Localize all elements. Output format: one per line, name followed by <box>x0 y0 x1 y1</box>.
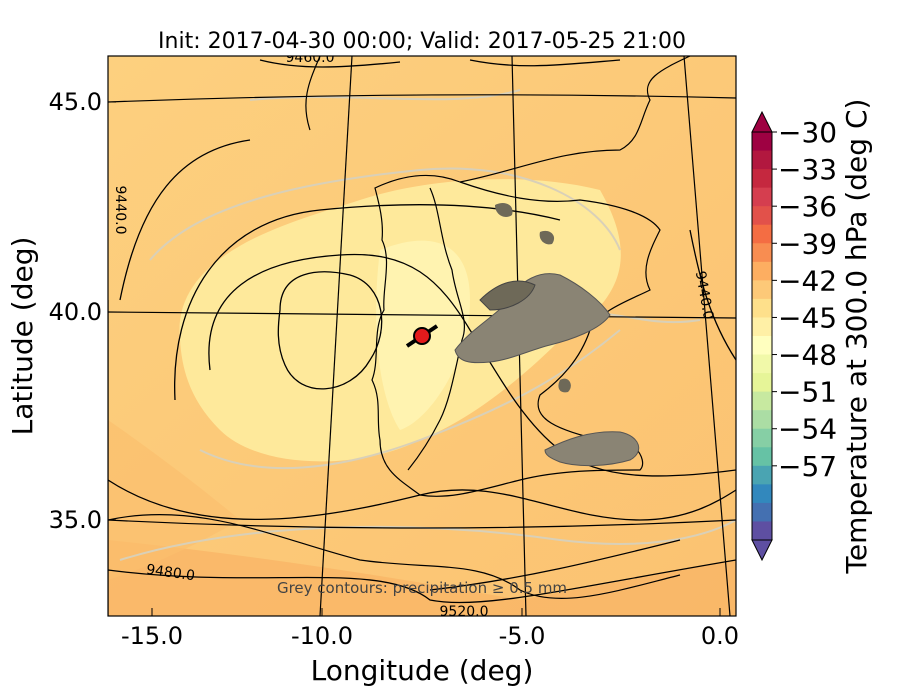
precip-patches <box>454 203 640 467</box>
colorbar-tick-label: −48 <box>778 339 837 372</box>
colorbar-extend-max <box>751 110 773 133</box>
lat-45 <box>108 94 736 103</box>
contour-labels: 9460.0 9480.0 9520.0 9440.0 9440.0 <box>112 50 716 620</box>
colorbar-tick-label: −42 <box>778 264 837 297</box>
contour-label: 9480.0 <box>145 562 196 585</box>
colorbar-segment <box>752 187 772 207</box>
colorbar-label: Temperature at 300.0 hPa (deg C) <box>840 99 873 575</box>
colorbar-tick-label: −57 <box>778 450 837 483</box>
colorbar-segment <box>752 169 772 189</box>
lon-0 <box>683 56 731 616</box>
colorbar-segment <box>752 206 772 226</box>
figure-title: Init: 2017-04-30 00:00; Valid: 2017-05-2… <box>158 29 686 54</box>
y-tick-label: 40.0 <box>49 298 102 326</box>
colorbar-segment <box>752 150 772 170</box>
colorbar-segment <box>752 280 772 300</box>
contour-label: 9520.0 <box>440 604 489 620</box>
y-axis-label: Latitude (deg) <box>6 237 39 436</box>
colorbar-segment <box>752 428 772 448</box>
portugal-border <box>407 187 466 471</box>
colorbar-segment <box>752 317 772 337</box>
colorbar-tick-label: −33 <box>778 153 837 186</box>
lon-10 <box>319 56 353 616</box>
warm-region-southwest <box>108 420 240 580</box>
colorbar-segment <box>752 224 772 244</box>
precip-annotation: Grey contours: precipitation ≥ 0.5 mm <box>277 579 567 597</box>
colorbar-tick-label: −30 <box>778 116 837 149</box>
colorbar-tick-label: −54 <box>778 413 837 446</box>
x-axis-label: Longitude (deg) <box>311 654 534 687</box>
africa-coast <box>108 513 681 599</box>
colorbar-segment <box>752 391 772 411</box>
colorbar-segment <box>752 261 772 281</box>
contour-label: 9440.0 <box>112 186 128 235</box>
map-area: 9460.0 9480.0 9520.0 9440.0 9440.0 Grey … <box>108 50 736 620</box>
colorbar-segment <box>752 447 772 467</box>
colorbar-segment <box>752 373 772 393</box>
x-tick-label: -10.0 <box>291 622 353 650</box>
y-tick-label: 35.0 <box>49 506 102 534</box>
x-tick-label: 0.0 <box>701 622 739 650</box>
colorbar-segment <box>752 243 772 263</box>
x-axis: -15.0 -10.0 -5.0 0.0 Longitude (deg) <box>121 608 739 687</box>
y-axis: 45.0 40.0 35.0 Latitude (deg) <box>6 88 116 534</box>
colorbar-segment <box>752 484 772 504</box>
colorbar-segment <box>752 354 772 374</box>
colorbar-segment <box>752 132 772 152</box>
colorbar-tick-label: −36 <box>778 190 837 223</box>
colorbar-tick-label: −45 <box>778 301 837 334</box>
y-tick-label: 45.0 <box>49 88 102 116</box>
map-frame <box>107 55 737 617</box>
colorbar-segment <box>752 336 772 356</box>
x-tick-label: -15.0 <box>121 622 183 650</box>
lat-40 <box>108 311 736 319</box>
colorbar-segment <box>752 298 772 318</box>
x-tick-label: -5.0 <box>499 622 546 650</box>
colorbar-extend-min <box>751 539 773 562</box>
colorbar-segment <box>752 465 772 485</box>
graticule <box>108 56 736 616</box>
temperature-isolines <box>119 89 736 561</box>
colorbar-segment <box>752 521 772 541</box>
colorbar-segment <box>752 502 772 522</box>
colorbar: −30 −33 −36 −39 −42 −45 −48 −51 −54 −57 <box>751 110 837 562</box>
contour-label: 9460.0 <box>286 50 335 66</box>
colorbar-frame <box>751 131 773 541</box>
colorbar-tick-label: −51 <box>778 376 837 409</box>
france-coast <box>459 56 691 183</box>
bay-coast <box>305 56 321 131</box>
lat-35 <box>108 519 736 529</box>
colorbar-tick-label: −39 <box>778 227 837 260</box>
colorbar-segment <box>752 410 772 430</box>
station-marker <box>413 327 431 345</box>
